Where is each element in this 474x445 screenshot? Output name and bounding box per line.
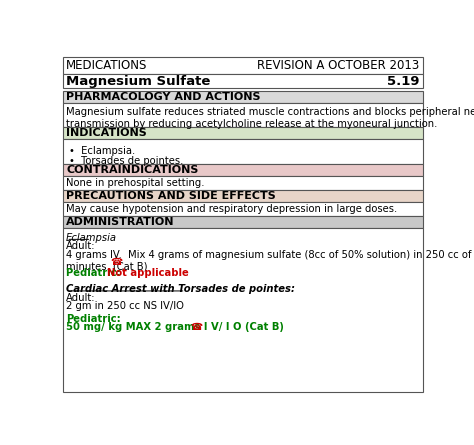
Text: REVISION A OCTOBER 2013: REVISION A OCTOBER 2013	[257, 59, 419, 72]
Text: ☎: ☎	[110, 258, 122, 267]
Text: ☎: ☎	[190, 322, 202, 332]
Bar	[63, 91, 423, 103]
Text: MEDICATIONS: MEDICATIONS	[66, 59, 147, 72]
Bar	[63, 139, 423, 163]
Text: Magnesium Sulfate: Magnesium Sulfate	[66, 75, 210, 88]
Text: •  Eclampsia.: • Eclampsia.	[69, 146, 136, 156]
Bar	[63, 57, 423, 74]
Text: •  Torsades de pointes.: • Torsades de pointes.	[69, 156, 184, 166]
Text: Pediatric:: Pediatric:	[66, 314, 121, 324]
Text: 5.19: 5.19	[387, 75, 419, 88]
Bar	[63, 126, 423, 139]
Text: 4 grams IV.  Mix 4 grams of magnesium sulfate (8cc of 50% solution) in 250 cc of: 4 grams IV. Mix 4 grams of magnesium sul…	[66, 250, 474, 271]
Text: Eclampsia: Eclampsia	[66, 233, 117, 243]
Bar	[63, 216, 423, 228]
Bar	[63, 163, 423, 176]
Text: None in prehospital setting.: None in prehospital setting.	[66, 178, 205, 188]
Text: Adult:: Adult:	[66, 293, 96, 303]
Text: Cardiac Arrest with Torsades de pointes:: Cardiac Arrest with Torsades de pointes:	[66, 284, 295, 295]
Bar	[63, 176, 423, 190]
Text: PHARMACOLOGY AND ACTIONS: PHARMACOLOGY AND ACTIONS	[66, 92, 261, 102]
Bar	[63, 74, 423, 88]
Text: May cause hypotension and respiratory depression in large doses.: May cause hypotension and respiratory de…	[66, 204, 398, 214]
Bar	[63, 228, 423, 392]
Bar	[63, 190, 423, 202]
Text: 2 gm in 250 cc NS IV/IO: 2 gm in 250 cc NS IV/IO	[66, 301, 184, 312]
Text: 50 mg/ kg MAX 2 grams I V/ I O (Cat B): 50 mg/ kg MAX 2 grams I V/ I O (Cat B)	[66, 322, 284, 332]
Text: PRECAUTIONS AND SIDE EFFECTS: PRECAUTIONS AND SIDE EFFECTS	[66, 191, 276, 201]
Bar	[63, 103, 423, 126]
Text: INDICATIONS: INDICATIONS	[66, 128, 147, 138]
Text: Not applicable: Not applicable	[107, 268, 188, 278]
Text: ADMINISTRATION: ADMINISTRATION	[66, 217, 175, 227]
Bar	[63, 202, 423, 216]
Text: Adult:: Adult:	[66, 241, 96, 251]
Text: Pediatric:: Pediatric:	[66, 268, 128, 278]
Text: CONTRAINDICATIONS: CONTRAINDICATIONS	[66, 165, 199, 175]
Text: Magnesium sulfate reduces striated muscle contractions and blocks peripheral neu: Magnesium sulfate reduces striated muscl…	[66, 107, 474, 129]
